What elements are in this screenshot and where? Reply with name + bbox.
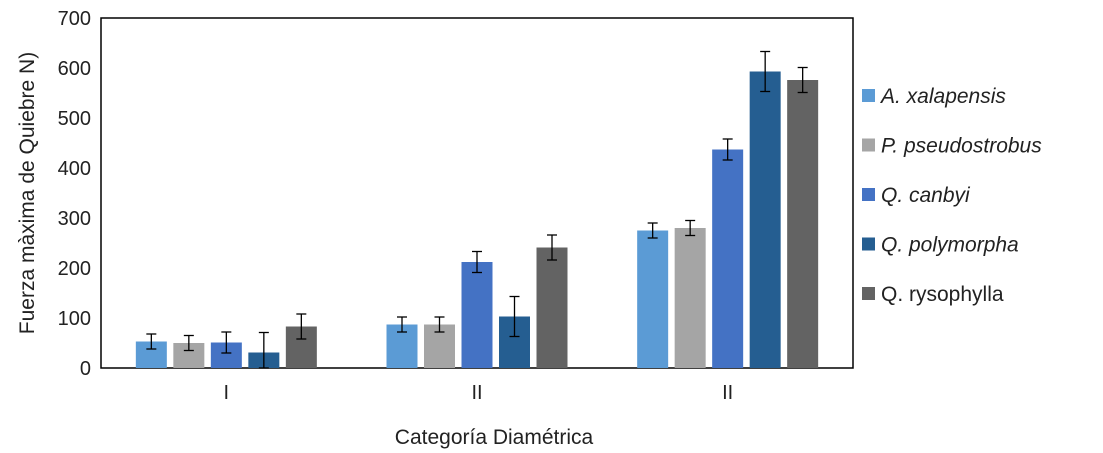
error-bar — [547, 234, 557, 261]
error-bar — [760, 50, 771, 93]
bar — [787, 80, 819, 368]
legend-label: A. xalapensis — [879, 85, 1006, 108]
error-bar — [472, 250, 482, 274]
error-bar — [434, 316, 445, 333]
error-bar — [397, 316, 407, 333]
legend-item: Q. polymorpha — [862, 234, 1019, 257]
bars — [135, 71, 819, 368]
legend-swatch — [862, 188, 875, 201]
error-bar — [221, 331, 232, 354]
legend-swatch — [862, 237, 875, 251]
bar — [536, 247, 568, 368]
error-bar — [296, 313, 307, 340]
legend-label: Q. canbyi — [881, 184, 971, 207]
legend: A. xalapensis P. pseudostrobus Q. canbyi Q.… — [862, 85, 1042, 306]
y-tick-label: 500 — [58, 108, 91, 130]
legend-swatch — [862, 138, 875, 152]
y-tick-label: 0 — [80, 358, 91, 380]
y-tick-label: 300 — [58, 208, 91, 230]
x-axis-title: Categoría Diamétrica — [395, 426, 594, 449]
bar — [637, 230, 669, 368]
y-tick-label: 100 — [58, 308, 91, 330]
legend-swatch — [862, 287, 875, 300]
y-tick-label: 200 — [58, 258, 91, 280]
error-bar — [685, 219, 696, 237]
x-tick-label: II — [722, 382, 733, 404]
y-tick-label: 400 — [58, 158, 91, 180]
legend-label: Q. rysophylla — [881, 283, 1004, 306]
bar — [461, 262, 493, 368]
error-bar — [509, 295, 520, 338]
bar — [674, 228, 706, 368]
y-axis-title: Fuerza màxima de Quiebre N) — [16, 52, 39, 334]
y-tick-label: 700 — [58, 8, 91, 30]
error-bar — [797, 66, 808, 94]
bar — [712, 149, 744, 368]
legend-label: Q. polymorpha — [881, 234, 1019, 257]
error-bar — [183, 334, 194, 352]
error-bar — [722, 138, 733, 161]
legend-item: Q. rysophylla — [862, 283, 1004, 306]
legend-swatch — [862, 89, 875, 102]
error-bar — [146, 333, 157, 350]
x-tick-label: II — [471, 382, 482, 404]
x-axis-ticks: I II II — [224, 382, 734, 404]
legend-label: P. pseudostrobus — [881, 135, 1042, 158]
error-bar — [258, 331, 269, 369]
bar — [749, 71, 781, 368]
error-bars — [146, 50, 808, 369]
legend-item: Q. canbyi — [862, 184, 971, 207]
y-tick-label: 600 — [58, 58, 91, 80]
error-bar — [647, 222, 658, 239]
y-axis-ticks: 0 100 200 300 400 500 600 700 — [58, 8, 91, 380]
legend-item: A. xalapensis — [862, 85, 1006, 108]
x-tick-label: I — [224, 382, 230, 404]
legend-item: P. pseudostrobus — [862, 135, 1042, 158]
